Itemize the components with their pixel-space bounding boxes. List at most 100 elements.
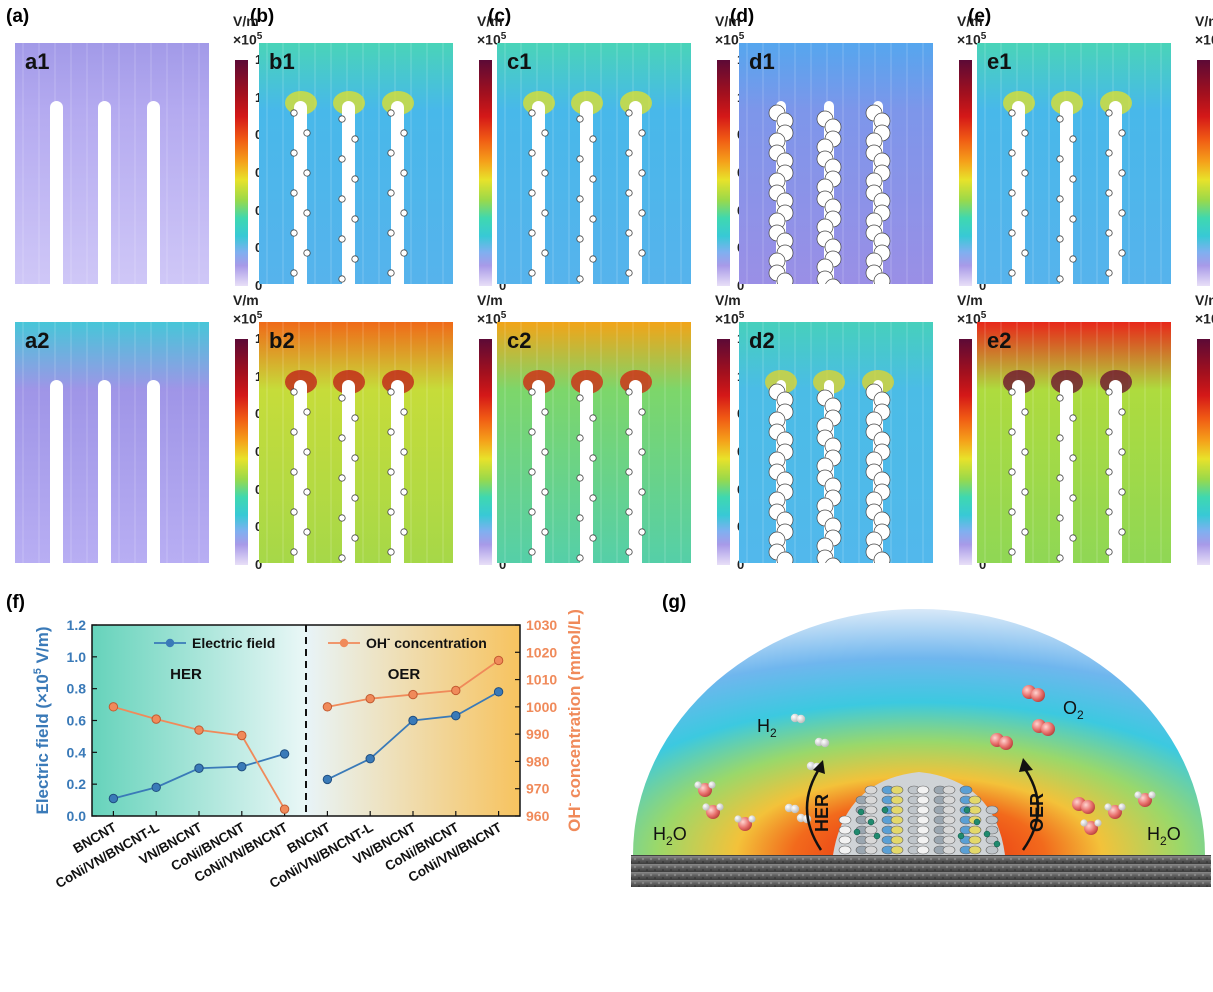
- colorbar-unit-d2: V/m ×105: [957, 292, 987, 327]
- colorbar-unit-b1: V/m ×105: [477, 13, 507, 48]
- sim-panel-b1: b1: [259, 43, 453, 284]
- colorbar-unit-a1: V/m ×105: [233, 13, 263, 48]
- data-point-electric-field: [451, 711, 461, 721]
- colorbar-e1: [1197, 60, 1210, 286]
- legend-label-oh-concentration: OH- concentration: [366, 634, 487, 651]
- sim-panel-label-e1: e1: [987, 49, 1012, 74]
- colorbar-d2: [959, 339, 972, 565]
- panel-label-g: (g): [662, 592, 687, 613]
- data-point-electric-field: [493, 687, 504, 697]
- colorbar-tick-a1: 1: [255, 90, 262, 105]
- nanotube-c1-0: [532, 101, 545, 284]
- field-lines-c2: [504, 322, 682, 563]
- sim-panel-b2: b2: [259, 322, 453, 563]
- colorbar-unit-c1: V/m ×105: [715, 13, 745, 48]
- colorbar-b2: [479, 339, 492, 565]
- nanotube-b1-2: [391, 101, 404, 284]
- nanotube-e1-2: [1109, 101, 1122, 284]
- colorbar-a2: [235, 339, 248, 565]
- data-point-oh-concentration: [108, 702, 119, 712]
- nanotube-a2-0: [50, 380, 63, 563]
- data-point-electric-field: [322, 774, 333, 785]
- colorbar-unit-e1: V/m×105: [1195, 13, 1213, 48]
- sim-panel-label-d1: d1: [749, 49, 775, 74]
- colorbar-tick-b2: 0: [499, 557, 507, 572]
- data-point-oh-concentration: [151, 714, 161, 724]
- her-arrow-head: [813, 760, 825, 774]
- field-lines-a2: [22, 322, 200, 563]
- field-lines-b2: [266, 322, 444, 563]
- right-axis-title: OH- concentration (mmol/L): [564, 609, 584, 832]
- h2-product-label: H2: [757, 716, 777, 740]
- right-axis-tick-label: 990: [526, 726, 550, 742]
- colorbar-tick-a2: 1: [255, 369, 262, 384]
- left-axis-tick-label: 0.0: [67, 808, 87, 824]
- data-point-electric-field: [279, 749, 290, 759]
- nanotube-a1-0: [50, 101, 63, 284]
- oer-label: OER: [1027, 793, 1047, 832]
- data-point-electric-field: [408, 715, 418, 726]
- field-lines-d2: [746, 322, 924, 563]
- nanotube-c2-2: [629, 380, 642, 563]
- sim-panel-label-b1: b1: [269, 49, 295, 74]
- right-axis-tick-label: 1010: [526, 672, 557, 688]
- right-axis-tick-label: 1020: [526, 644, 557, 660]
- oer-arrow: [1021, 765, 1040, 851]
- right-axis-tick-label: 1000: [526, 699, 557, 715]
- nanotube-c1-2: [629, 101, 642, 284]
- data-point-oh-concentration: [408, 689, 418, 700]
- sim-panel-e2: e2: [977, 322, 1171, 563]
- her-label: HER: [812, 794, 832, 832]
- colorbar-unit-b2: V/m ×105: [477, 292, 507, 327]
- molecules-layer: [694, 685, 1156, 848]
- electric-field-oh-chart: 0.0 0.2 0.4 0.6 0.8 1.0 1.2 960 970 980 990 1000 101…: [32, 609, 584, 891]
- colorbar-a1: [235, 60, 248, 286]
- nanotube-a1-1: [98, 101, 111, 284]
- left-axis-title: Electric field (×105 V/m): [32, 626, 52, 814]
- water-left-label: H2O: [653, 824, 687, 848]
- legend: Electric field OH- concentration: [154, 634, 487, 651]
- her-arrow: [805, 765, 823, 851]
- data-point-oh-concentration: [493, 655, 504, 666]
- data-point-oh-concentration: [237, 730, 247, 741]
- sim-panel-a2: a2: [15, 322, 209, 563]
- colorbar-tick-d2: 0: [979, 557, 987, 572]
- nanotube-b2-0: [294, 380, 307, 563]
- data-point-oh-concentration: [365, 693, 375, 704]
- data-point-electric-field: [108, 793, 119, 804]
- field-lines-a1: [22, 43, 200, 284]
- sim-panel-label-a1: a1: [25, 49, 50, 74]
- her-oer-schematic: HER OER H2 O2 H2O H2O: [631, 609, 1211, 887]
- panel-label-e: (e): [968, 6, 992, 27]
- left-axis-tick-label: 0.2: [67, 776, 87, 792]
- nanotube-b1-0: [294, 101, 307, 284]
- sim-panel-d2: d2: [739, 322, 933, 563]
- electrode-substrate: [631, 855, 1211, 887]
- colorbar-unit-c2: V/m ×105: [715, 292, 745, 327]
- her-region-bg: [92, 625, 306, 816]
- colorbar-d1: [959, 60, 972, 286]
- water-right-label: H2O: [1147, 824, 1181, 848]
- data-point-oh-concentration: [279, 804, 290, 814]
- sim-panel-label-d2: d2: [749, 328, 775, 353]
- colorbar-b1: [479, 60, 492, 286]
- colorbar-tick-c1: 0: [737, 278, 745, 293]
- nanotube-a2-1: [98, 380, 111, 563]
- data-point-electric-field: [194, 763, 204, 773]
- panel-label-a: (a): [6, 6, 30, 27]
- colorbar-c1: [717, 60, 730, 286]
- colorbar-c2: [717, 339, 730, 565]
- colorbar-unit-d1: V/m ×105: [957, 13, 987, 48]
- sim-panel-a1: a1: [15, 43, 209, 284]
- data-point-electric-field: [365, 754, 375, 764]
- sim-panel-c2: c2: [497, 322, 691, 563]
- left-axis-tick-label: 0.4: [67, 744, 87, 760]
- colorbar-tick-d1: 0: [979, 278, 987, 293]
- colorbar-tick-a2: 0: [255, 557, 263, 572]
- field-lines-d1: [746, 43, 924, 284]
- sim-panel-label-b2: b2: [269, 328, 295, 353]
- left-axis-tick-label: 1.0: [67, 649, 87, 665]
- left-axis-tick-label: 0.6: [67, 713, 87, 729]
- sim-panel-c1: c1: [497, 43, 691, 284]
